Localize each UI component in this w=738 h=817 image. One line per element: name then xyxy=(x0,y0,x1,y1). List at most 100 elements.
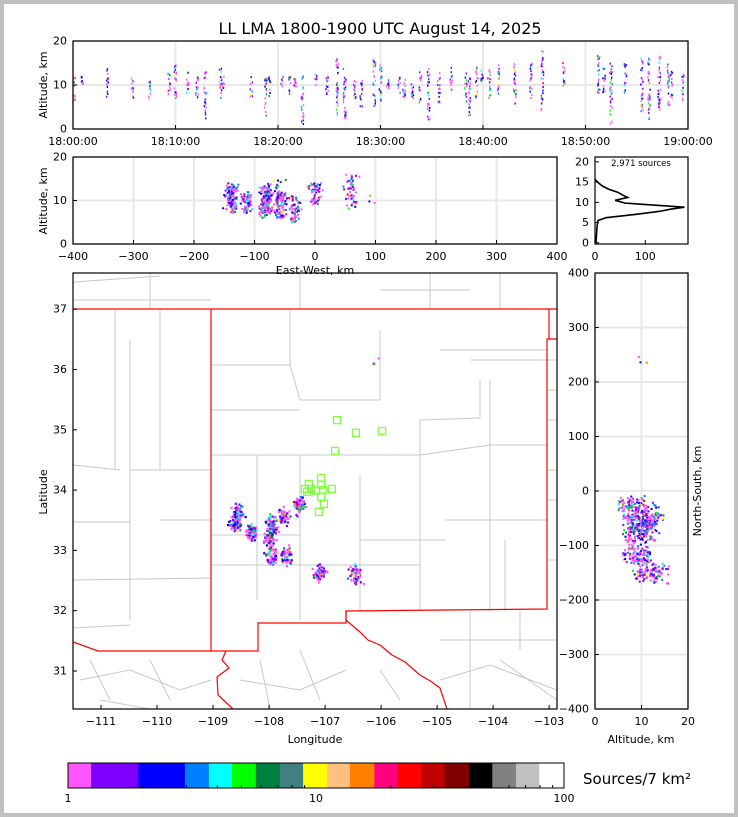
north-south-source xyxy=(646,569,649,572)
map-source xyxy=(278,515,282,518)
map-source xyxy=(270,557,273,560)
time-height-source xyxy=(175,91,177,94)
map-source xyxy=(235,517,239,520)
time-height-source xyxy=(220,92,222,95)
map-source xyxy=(352,572,355,575)
time-height-source xyxy=(175,64,177,67)
time-height-source xyxy=(641,106,643,109)
north-south-source xyxy=(626,520,629,523)
east-west-source xyxy=(282,204,285,207)
north-south-source xyxy=(641,547,644,550)
east-west-source xyxy=(247,196,250,199)
time-height-source xyxy=(427,84,429,87)
time-height-source xyxy=(344,81,347,84)
time-height-source xyxy=(265,77,267,80)
map-source xyxy=(266,558,269,561)
time-height-source xyxy=(450,82,453,85)
time-height-source xyxy=(219,75,222,78)
time-height-source xyxy=(497,87,500,90)
map-source xyxy=(231,524,234,527)
north-south-source xyxy=(650,527,653,530)
north-south-source xyxy=(645,507,648,510)
north-south-source xyxy=(642,522,645,525)
map-source xyxy=(271,533,274,536)
north-south-source xyxy=(646,524,649,527)
time-height-source xyxy=(438,95,440,98)
east-west-source xyxy=(276,192,279,195)
time-height-source xyxy=(335,63,338,66)
east-west-source xyxy=(296,205,299,208)
east-west-source xyxy=(247,205,250,208)
time-height-source xyxy=(465,92,467,95)
time-height-source xyxy=(387,87,390,90)
time-height-source xyxy=(419,99,421,102)
time-height-source xyxy=(250,90,253,93)
time-height-ytick-label: 20 xyxy=(53,35,67,48)
time-height-source xyxy=(167,92,170,95)
time-height-source xyxy=(609,101,612,104)
east-west-source xyxy=(283,202,286,205)
time-height-source xyxy=(648,58,650,61)
north-south-source xyxy=(630,515,633,518)
east-west-source xyxy=(314,184,317,187)
time-height-source xyxy=(609,70,612,73)
north-south-source xyxy=(633,537,636,540)
map-source xyxy=(269,528,272,532)
north-south-source xyxy=(638,536,641,539)
time-height-source xyxy=(399,82,401,85)
north-south-source xyxy=(644,559,647,562)
time-height-source xyxy=(168,86,171,89)
north-south-ytick-label: 200 xyxy=(568,376,589,389)
map-source xyxy=(278,519,281,522)
map-xtick-label: −110 xyxy=(142,715,172,728)
north-south-source xyxy=(660,572,663,575)
time-height-source xyxy=(530,64,532,67)
map-ytick-label: 35 xyxy=(53,423,67,436)
time-height-source xyxy=(482,76,484,79)
time-height-source xyxy=(353,94,355,97)
east-west-source xyxy=(265,187,268,190)
map-source xyxy=(250,523,253,526)
east-west-source xyxy=(268,197,271,200)
east-west-source xyxy=(264,194,267,197)
time-height-source xyxy=(130,88,133,91)
north-south-source xyxy=(628,506,631,509)
east-west-source xyxy=(244,201,247,204)
north-south-source xyxy=(640,496,643,499)
ew-ylabel: Altitude, km xyxy=(37,167,50,234)
map-source xyxy=(362,582,365,586)
north-south-source xyxy=(637,553,640,556)
north-south-source xyxy=(642,503,645,506)
map-source xyxy=(354,580,357,583)
map-source xyxy=(239,510,242,513)
north-south-source xyxy=(627,531,630,534)
east-west-source xyxy=(312,183,315,186)
time-height-source xyxy=(476,66,478,69)
map-source xyxy=(281,553,284,556)
time-height-source xyxy=(658,98,660,101)
time-height-source xyxy=(219,83,221,86)
time-height-source xyxy=(302,87,304,90)
north-south-source xyxy=(624,558,627,561)
time-height-source xyxy=(624,63,627,66)
east-west-source xyxy=(261,199,264,202)
time-height-source xyxy=(530,73,532,76)
north-south-source xyxy=(623,554,626,557)
time-height-source xyxy=(477,77,479,80)
time-height-source xyxy=(268,77,270,80)
east-west-source xyxy=(225,194,228,197)
time-height-source xyxy=(597,73,600,76)
time-height-source xyxy=(624,82,626,85)
time-height-source xyxy=(469,100,471,103)
north-south-source xyxy=(642,535,645,538)
north-south-source xyxy=(622,514,625,517)
north-south-source xyxy=(653,574,656,577)
map-source xyxy=(317,573,320,576)
north-south-source xyxy=(622,524,625,527)
time-height-source xyxy=(515,89,517,92)
north-south-source xyxy=(638,565,641,568)
time-height-source xyxy=(205,102,207,105)
north-south-source xyxy=(649,525,652,528)
time-height-source xyxy=(72,77,75,80)
time-height-source xyxy=(599,88,601,91)
